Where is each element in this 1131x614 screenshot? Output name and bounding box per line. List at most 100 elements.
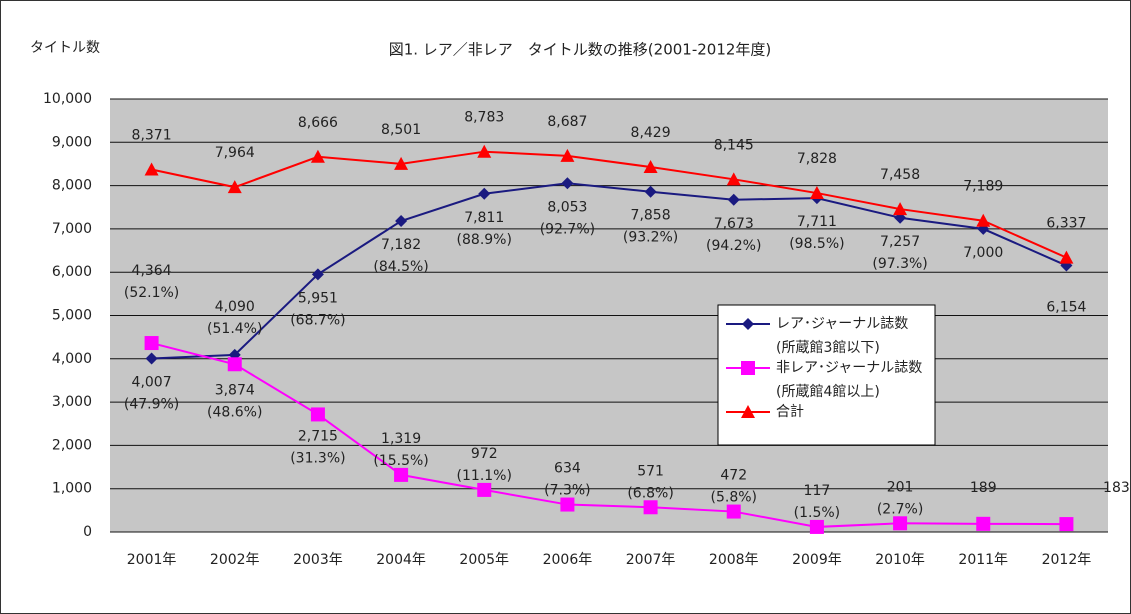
chart-title: 図1. レア／非レア タイトル数の推移(2001-2012年度): [389, 41, 772, 59]
value-label: 634: [554, 461, 581, 477]
percent-label: (1.5%): [794, 505, 841, 521]
value-label: 2,715: [298, 428, 338, 444]
percent-label: (94.2%): [706, 238, 761, 254]
x-tick-label: 2007年: [626, 552, 676, 568]
x-tick-label: 2004年: [376, 552, 426, 568]
data-point: [643, 160, 658, 174]
value-label: 7,000: [963, 245, 1003, 261]
percent-label: (48.6%): [207, 404, 262, 420]
data-point: [1059, 517, 1074, 532]
data-point: [478, 187, 491, 200]
data-point: [644, 185, 657, 198]
data-point: [311, 268, 324, 281]
y-tick-label: 0: [83, 524, 92, 540]
percent-label: (6.8%): [627, 485, 674, 501]
value-label: 1,319: [381, 431, 421, 447]
value-label: 6,154: [1046, 300, 1086, 316]
value-label: 4,364: [132, 263, 172, 279]
data-point: [310, 407, 325, 422]
percent-label: (11.1%): [457, 468, 512, 484]
percent-label: (47.9%): [124, 396, 179, 412]
value-label: 201: [887, 479, 914, 495]
data-point: [727, 193, 740, 206]
x-tick-label: 2006年: [543, 552, 593, 568]
percent-label: (7.3%): [544, 483, 591, 499]
value-label: 8,666: [298, 115, 338, 131]
value-label: 8,145: [714, 137, 754, 153]
percent-label: (31.3%): [290, 450, 345, 466]
percent-label: (98.5%): [789, 236, 844, 252]
y-tick-label: 2,000: [52, 437, 92, 453]
value-label: 189: [970, 480, 997, 496]
x-tick-label: 2005年: [459, 552, 509, 568]
data-point: [394, 156, 409, 170]
value-label: 5,951: [298, 290, 338, 306]
data-point: [643, 500, 658, 515]
percent-label: (84.5%): [373, 259, 428, 275]
value-label: 7,858: [631, 208, 671, 224]
percent-label: (5.8%): [711, 490, 758, 506]
value-label: 7,458: [880, 167, 920, 183]
y-tick-label: 7,000: [52, 221, 92, 237]
value-label: 7,711: [797, 214, 837, 230]
data-point: [809, 519, 824, 534]
value-label: 3,874: [215, 382, 255, 398]
value-label: 7,828: [797, 151, 837, 167]
legend-label: レア･ジャーナル誌数: [776, 316, 908, 332]
legend-label: 合計: [776, 404, 804, 420]
data-point: [395, 215, 408, 228]
value-label: 472: [720, 468, 747, 484]
data-point: [144, 162, 159, 176]
data-point: [893, 202, 908, 216]
x-tick-label: 2011年: [958, 552, 1008, 568]
value-label: 8,783: [464, 110, 504, 126]
value-label: 972: [471, 446, 498, 462]
data-point: [144, 336, 159, 351]
data-point: [227, 180, 242, 194]
y-tick-label: 8,000: [52, 178, 92, 194]
data-point: [560, 497, 575, 512]
percent-label: (51.4%): [207, 321, 262, 337]
data-point: [561, 177, 574, 190]
data-point: [726, 172, 741, 186]
value-label: 8,429: [631, 125, 671, 141]
data-point: [310, 149, 325, 163]
series-line: [151, 150, 1067, 259]
data-point: [477, 482, 492, 497]
data-point: [809, 186, 824, 200]
data-point: [726, 504, 741, 519]
percent-label: (93.2%): [623, 230, 678, 246]
data-point: [976, 213, 991, 227]
x-tick-label: 2012年: [1042, 552, 1092, 568]
x-tick-label: 2002年: [210, 552, 260, 568]
legend-marker: [741, 361, 755, 375]
x-tick-label: 2009年: [792, 552, 842, 568]
legend-marker: [741, 405, 755, 418]
y-tick-label: 5,000: [52, 308, 92, 324]
value-label: 7,182: [381, 237, 421, 253]
value-label: 8,053: [547, 199, 587, 215]
percent-label: (97.3%): [872, 256, 927, 272]
y-tick-label: 1,000: [52, 481, 92, 497]
percent-label: (15.5%): [373, 453, 428, 469]
value-label: 571: [637, 463, 664, 479]
y-tick-label: 4,000: [52, 351, 92, 367]
percent-label: (88.9%): [457, 232, 512, 248]
legend-marker: [742, 318, 754, 330]
x-tick-label: 2001年: [127, 552, 177, 568]
y-tick-label: 9,000: [52, 134, 92, 150]
value-label: 7,964: [215, 145, 255, 161]
percent-label: (92.7%): [540, 221, 595, 237]
value-label: 4,090: [215, 299, 255, 315]
data-point: [394, 467, 409, 482]
data-point: [227, 357, 242, 372]
y-axis-label: タイトル数: [30, 40, 100, 56]
value-label: 7,257: [880, 234, 920, 250]
legend-note: (所蔵館3館以下): [776, 339, 880, 356]
legend-label: 非レア･ジャーナル誌数: [776, 360, 922, 376]
value-label: 183: [1103, 480, 1130, 496]
y-tick-label: 6,000: [52, 264, 92, 280]
y-tick-label: 3,000: [52, 394, 92, 410]
value-label: 8,501: [381, 122, 421, 138]
